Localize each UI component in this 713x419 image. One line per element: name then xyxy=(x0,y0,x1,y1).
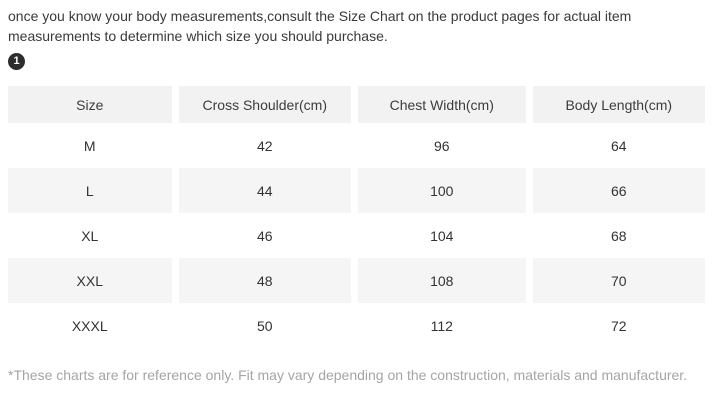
size-chart-table: Size Cross Shoulder(cm) Chest Width(cm) … xyxy=(8,86,705,348)
table-row-xl: XL 46 104 68 xyxy=(8,213,705,258)
step-1-badge: 1 xyxy=(8,53,25,70)
table-cell: 112 xyxy=(358,303,526,348)
table-row-l: L 44 100 66 xyxy=(8,168,705,213)
intro-text: once you know your body measurements,con… xyxy=(8,8,632,44)
table-cell: 70 xyxy=(532,258,705,303)
table-cell: 72 xyxy=(532,303,705,348)
table-cell: 48 xyxy=(178,258,351,303)
table-cell: 44 xyxy=(178,168,351,213)
table-row-xxl: XXL 48 108 70 xyxy=(8,258,705,303)
table-cell: M xyxy=(8,123,172,168)
table-cell: L xyxy=(8,168,172,213)
table-cell: XXXL xyxy=(8,303,172,348)
table-row-m: M 42 96 64 xyxy=(8,123,705,168)
table-cell: XXL xyxy=(8,258,172,303)
table-cell: 46 xyxy=(178,213,351,258)
header-cell-size: Size xyxy=(8,86,172,123)
table-cell: 66 xyxy=(532,168,705,213)
step-1-badge-label: 1 xyxy=(13,55,20,67)
table-cell: 64 xyxy=(532,123,705,168)
table-cell: 42 xyxy=(178,123,351,168)
reference-disclaimer-text: *These charts are for reference only. Fi… xyxy=(8,367,688,383)
table-row-xxxl: XXXL 50 112 72 xyxy=(8,303,705,348)
table-cell: 100 xyxy=(358,168,526,213)
table-cell: 50 xyxy=(178,303,351,348)
header-cell-chest-width: Chest Width(cm) xyxy=(358,86,526,123)
table-cell: 108 xyxy=(358,258,526,303)
header-cell-cross-shoulder: Cross Shoulder(cm) xyxy=(178,86,351,123)
table-cell: 68 xyxy=(532,213,705,258)
header-cell-body-length: Body Length(cm) xyxy=(532,86,705,123)
table-cell: XL xyxy=(8,213,172,258)
table-cell: 104 xyxy=(358,213,526,258)
table-cell: 96 xyxy=(358,123,526,168)
size-chart-header-row: Size Cross Shoulder(cm) Chest Width(cm) … xyxy=(8,86,705,123)
